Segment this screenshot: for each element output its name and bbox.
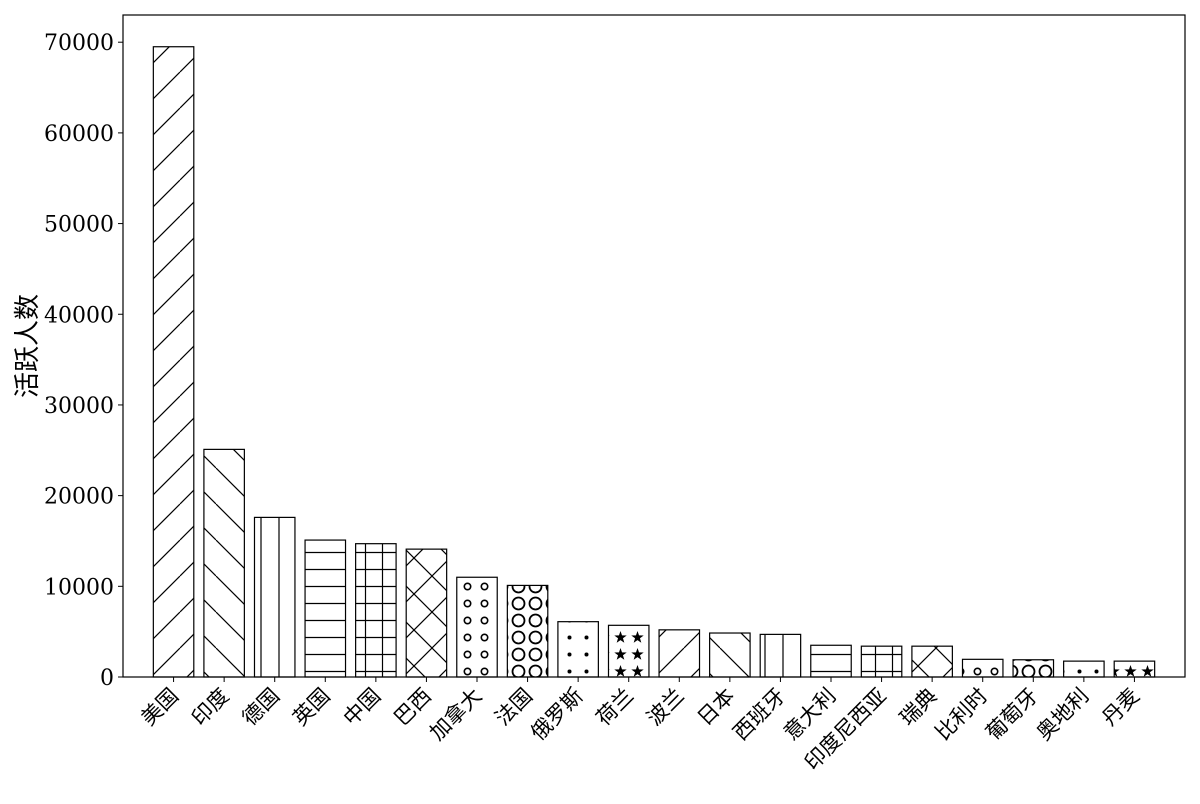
bar-西班牙 <box>759 633 802 678</box>
x-tick-label: 加拿大 <box>425 684 487 746</box>
x-tick-label: 德国 <box>238 684 285 731</box>
y-tick-label: 50000 <box>44 213 114 238</box>
bar-荷兰 <box>607 624 650 678</box>
bar-丹麦 <box>1113 660 1156 678</box>
bar-意大利 <box>810 644 852 678</box>
bar-印度尼西亚 <box>860 645 903 678</box>
bar-德国 <box>253 516 296 678</box>
x-tick-label: 葡萄牙 <box>981 684 1043 746</box>
bar-中国 <box>355 543 397 678</box>
y-tick-label: 40000 <box>44 303 114 328</box>
bar-加拿大 <box>456 576 498 678</box>
x-tick-label: 英国 <box>288 684 335 731</box>
y-tick-label: 20000 <box>44 485 114 510</box>
y-tick-label: 10000 <box>44 575 114 600</box>
bar-印度 <box>203 448 245 678</box>
bar-法国 <box>506 584 549 678</box>
bar-瑞典 <box>911 645 953 678</box>
x-tick-label: 西班牙 <box>728 684 790 746</box>
bar-波兰 <box>658 629 701 678</box>
plot-frame <box>122 14 1186 678</box>
x-tick-label: 比利时 <box>931 684 993 746</box>
bar-美国 <box>152 46 195 678</box>
x-tick-label: 印度 <box>187 684 234 731</box>
bar-奥地利 <box>1063 660 1105 678</box>
x-tick-label: 奥地利 <box>1032 684 1094 746</box>
x-tick-label: 波兰 <box>642 684 689 731</box>
x-tick-label: 中国 <box>339 684 386 731</box>
x-tick-label: 俄罗斯 <box>526 684 588 746</box>
bars-layer <box>152 46 1156 678</box>
y-tick-label: 0 <box>100 666 114 691</box>
bar-英国 <box>304 539 347 678</box>
x-tick-label: 丹麦 <box>1097 684 1144 731</box>
x-tick-label: 荷兰 <box>592 684 639 731</box>
bar-葡萄牙 <box>1012 659 1055 678</box>
bar-巴西 <box>405 548 448 678</box>
y-tick-label: 60000 <box>44 122 114 147</box>
bar-日本 <box>709 632 751 678</box>
y-axis-label: 活跃人数 <box>13 294 43 398</box>
y-axis: 0 10000 20000 30000 40000 50000 60000 70000 <box>44 31 123 691</box>
y-tick-label: 30000 <box>44 394 114 419</box>
y-tick-label: 70000 <box>44 31 114 56</box>
bar-俄罗斯 <box>557 621 599 678</box>
bar-比利时 <box>961 658 1004 678</box>
x-tick-label: 美国 <box>136 684 183 731</box>
